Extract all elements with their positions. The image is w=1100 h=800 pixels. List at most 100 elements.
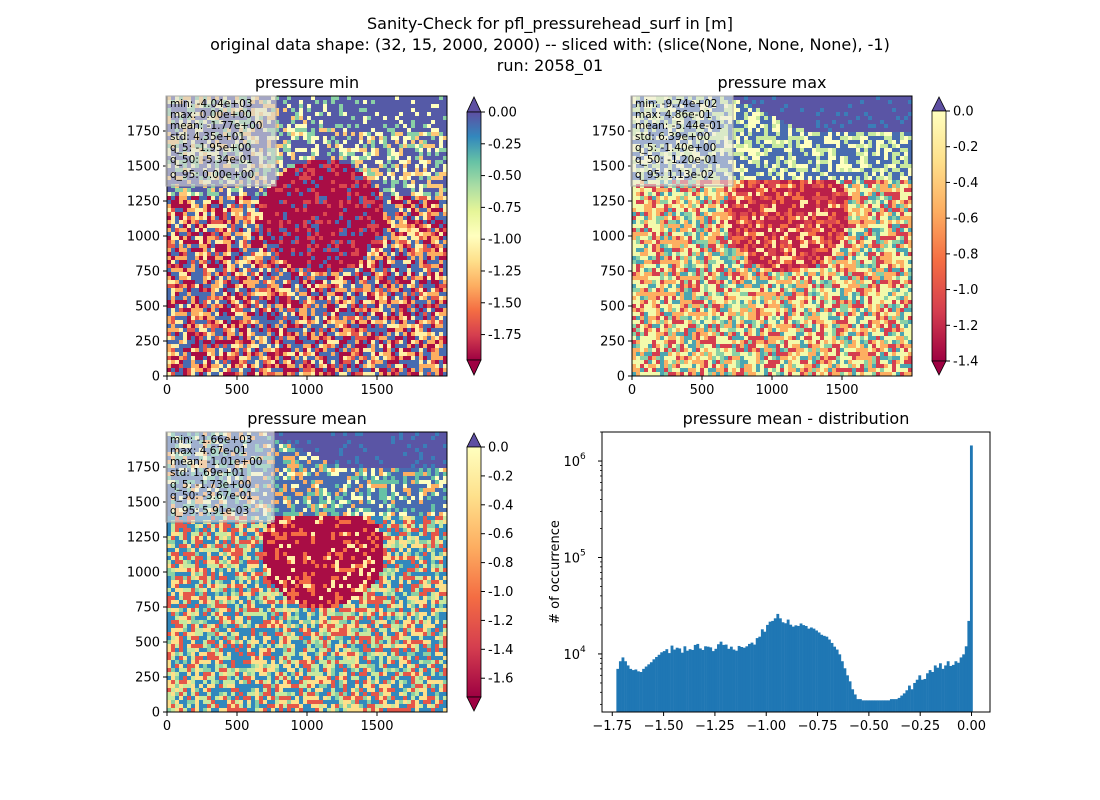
heatmap-cell [287,256,292,261]
heatmap-cell [339,244,344,249]
heatmap-cell [183,216,188,221]
heatmap-cell [191,372,196,376]
heatmap-cell [267,256,272,261]
heatmap-cell [335,96,340,101]
heatmap-cell [343,160,348,165]
heatmap-cell [211,304,216,309]
heatmap-cell [223,268,228,273]
heatmap-cell [339,220,344,225]
heatmap-cell [339,168,344,173]
heatmap-cell [175,316,180,321]
heatmap-cell [179,240,184,245]
heatmap-cell [427,320,432,325]
heatmap-cell [203,344,208,349]
heatmap-cell [367,176,372,181]
heatmap-cell [227,312,232,317]
heatmap-cell [283,340,288,345]
heatmap-cell [435,212,440,217]
heatmap-cell [263,228,268,233]
heatmap-cell [383,248,388,253]
heatmap-cell [331,156,336,161]
heatmap-cell [371,100,376,105]
heatmap-cell [395,348,400,353]
heatmap-cell [419,156,424,161]
heatmap-cell [323,156,328,161]
heatmap-cell [191,308,196,313]
heatmap-cell [203,240,208,245]
heatmap-cell [179,328,184,333]
heatmap-cell [431,304,436,309]
heatmap-cell [439,212,444,217]
heatmap-cell [167,188,172,193]
heatmap-cell [291,368,296,373]
heatmap-cell [235,320,240,325]
heatmap-cell [371,324,376,329]
heatmap-cell [295,328,300,333]
heatmap-cell [351,96,356,101]
heatmap-cell [223,296,228,301]
heatmap-cell [283,188,288,193]
heatmap-cell [383,252,388,257]
heatmap-cell [235,304,240,309]
heatmap-cell [443,244,447,249]
heatmap-cell [311,148,316,153]
heatmap-cell [259,260,264,265]
heatmap-cell [331,216,336,221]
heatmap-cell [271,196,276,201]
heatmap-cell [403,272,408,277]
heatmap-cell [283,272,288,277]
heatmap-cell [343,136,348,141]
heatmap-cell [239,348,244,353]
heatmap-cell [439,360,444,365]
heatmap-cell [223,264,228,269]
heatmap-cell [279,276,284,281]
heatmap-cell [407,284,412,289]
heatmap-cell [167,276,172,281]
heatmap-cell [399,344,404,349]
heatmap-cell [195,240,200,245]
heatmap-cell [195,188,200,193]
heatmap-cell [407,192,412,197]
heatmap-cell [303,208,308,213]
heatmap-cell [295,148,300,153]
heatmap-cell [303,160,308,165]
heatmap-cell [279,180,284,185]
heatmap-cell [167,312,172,317]
heatmap-cell [335,288,340,293]
heatmap-cell [367,200,372,205]
heatmap-cell [411,208,416,213]
heatmap-cell [279,360,284,365]
heatmap-cell [179,232,184,237]
heatmap-cell [167,196,172,201]
heatmap-cell [331,268,336,273]
heatmap-cell [195,216,200,221]
heatmap-cell [211,272,216,277]
heatmap-cell [327,340,332,345]
heatmap-cell [263,284,268,289]
heatmap-cell [375,372,380,376]
heatmap-cell [227,220,232,225]
heatmap-cell [243,264,248,269]
heatmap-cell [307,208,312,213]
heatmap-cell [355,252,360,257]
heatmap-cell [239,228,244,233]
heatmap-cell [387,372,392,376]
heatmap-cell [435,368,440,373]
heatmap-cell [415,112,420,117]
heatmap-cell [443,200,447,205]
heatmap-cell [387,232,392,237]
heatmap-cell [283,200,288,205]
heatmap-cell [223,340,228,345]
heatmap-cell [319,196,324,201]
heatmap-cell [171,308,176,313]
heatmap-cell [419,140,424,145]
heatmap-cell [275,212,280,217]
heatmap-cell [199,348,204,353]
heatmap-cell [171,284,176,289]
heatmap-cell [283,164,288,169]
heatmap-cell [199,228,204,233]
heatmap-cell [351,136,356,141]
heatmap-cell [211,240,216,245]
heatmap-cell [347,188,352,193]
heatmap-cell [267,204,272,209]
